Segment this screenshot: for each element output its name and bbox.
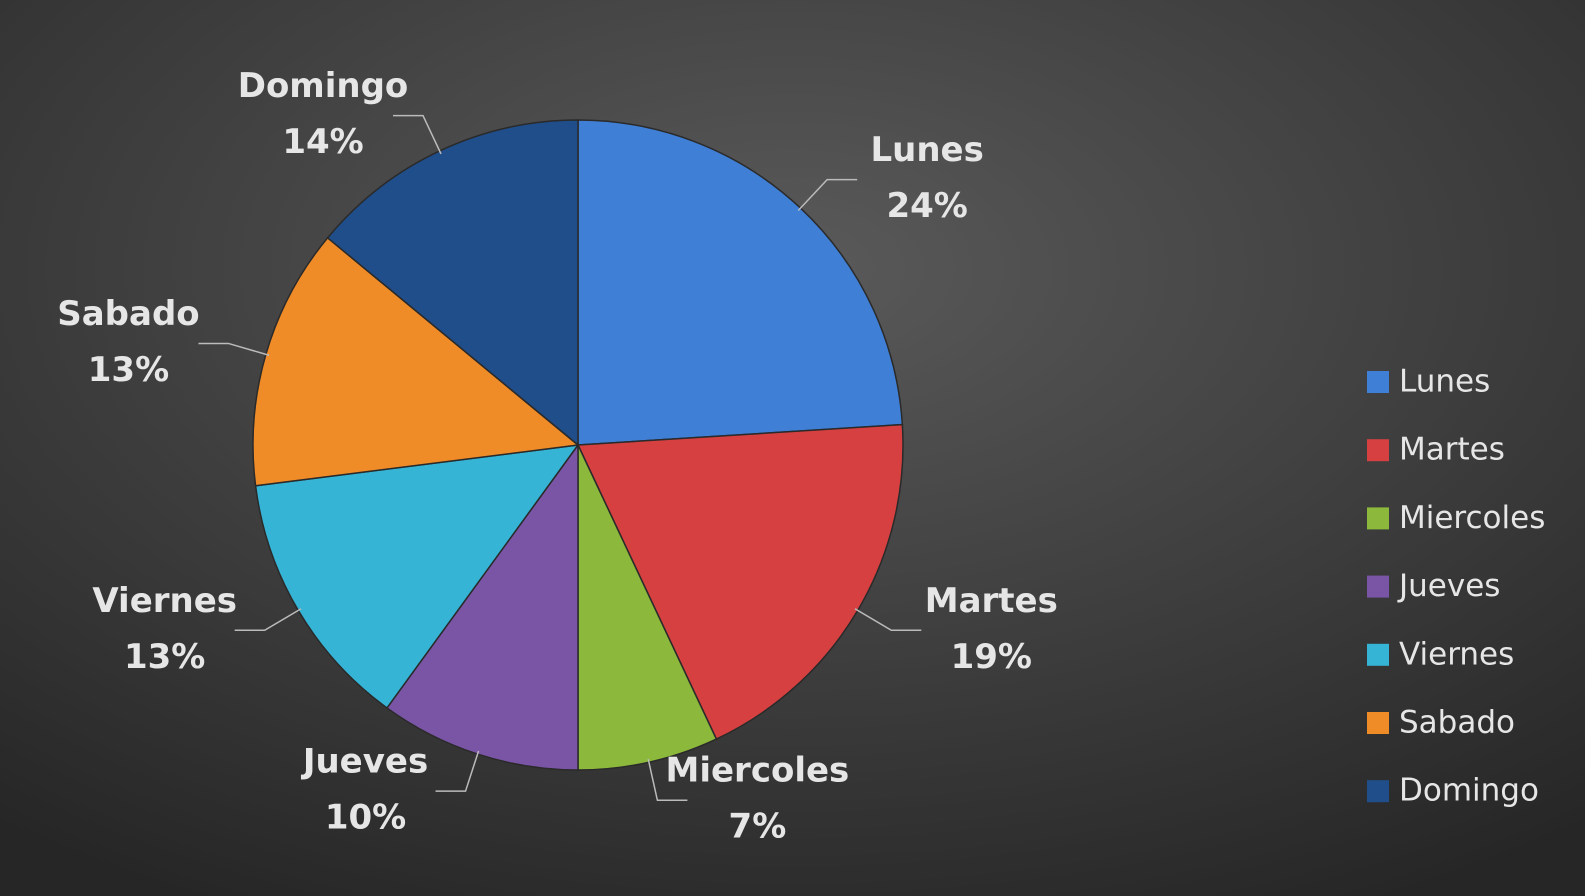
legend-swatch	[1367, 643, 1389, 666]
data-label-value: 19%	[951, 637, 1032, 677]
legend-swatch	[1367, 371, 1389, 393]
legend-swatch	[1367, 575, 1389, 598]
leader-line	[647, 758, 688, 801]
leader-line	[854, 608, 922, 632]
legend-swatch	[1367, 507, 1389, 530]
legend-label: Miercoles	[1399, 500, 1545, 536]
legend-label: Viernes	[1399, 636, 1514, 672]
legend-label: Jueves	[1397, 568, 1500, 604]
legend-label: Martes	[1399, 432, 1505, 468]
legend-label: Lunes	[1399, 364, 1490, 400]
legend-label: Sabado	[1399, 705, 1515, 741]
data-label-name: Sabado	[57, 294, 199, 334]
data-labels: Lunes 24% Martes 19% Miercoles 7% Jueves 10% Vie…	[57, 66, 1058, 847]
legend-swatch	[1367, 780, 1389, 803]
leader-line	[797, 178, 858, 211]
leader-line	[234, 608, 302, 632]
data-label-value: 14%	[282, 122, 363, 162]
data-label-value: 13%	[88, 350, 169, 390]
legend: Lunes Martes Miercoles Jueves Viernes Sabado D…	[1367, 364, 1545, 809]
data-label-value: 24%	[886, 186, 967, 226]
data-label-value: 10%	[325, 798, 406, 838]
legend-label: Domingo	[1399, 773, 1539, 809]
legend-swatch	[1367, 712, 1389, 734]
data-label-name: Martes	[925, 581, 1058, 621]
data-label-name: Jueves	[301, 742, 428, 782]
data-label-name: Viernes	[92, 581, 237, 621]
leader-line	[198, 342, 270, 356]
leader-line	[393, 114, 442, 155]
data-label-name: Domingo	[238, 66, 409, 106]
data-label-value: 13%	[124, 637, 205, 677]
legend-swatch	[1367, 439, 1389, 462]
pie	[252, 119, 904, 771]
leader-line	[435, 750, 480, 792]
data-label-name: Lunes	[870, 130, 983, 170]
data-label-name: Miercoles	[666, 751, 850, 791]
data-label-value: 7%	[729, 807, 787, 847]
